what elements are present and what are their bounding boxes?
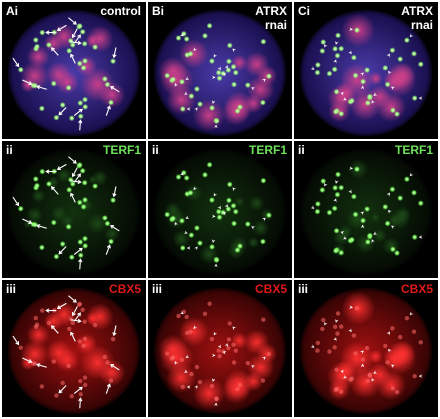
panel-letter: ii bbox=[6, 143, 13, 157]
panel-marker-label: CBX5 bbox=[254, 282, 287, 296]
nucleus-image bbox=[2, 141, 146, 278]
panel-b-terf1: ii TERF1 bbox=[148, 141, 292, 278]
nucleus-image bbox=[148, 2, 292, 139]
panel-marker-label: ATRX bbox=[255, 4, 287, 18]
panel-c-terf1: ii TERF1 bbox=[294, 141, 438, 278]
panel-marker-sublabel: rnai bbox=[410, 18, 433, 32]
nucleus-image bbox=[294, 280, 438, 417]
nucleus-image bbox=[294, 2, 438, 139]
panel-marker-sublabel: rnai bbox=[264, 18, 287, 32]
panel-marker-label: TERF1 bbox=[102, 143, 141, 157]
panel-b-cbx5: iii CBX5 bbox=[148, 280, 292, 417]
nucleus-image bbox=[2, 280, 146, 417]
panel-a-cbx5: iii CBX5 bbox=[2, 280, 146, 417]
panel-marker-label: CBX5 bbox=[400, 282, 433, 296]
panel-b-merge: Bi ATRX rnai bbox=[148, 2, 292, 139]
panel-c-merge: Ci ATRX rnai bbox=[294, 2, 438, 139]
panel-a-merge: Ai control bbox=[2, 2, 146, 139]
panel-letter: ii bbox=[152, 143, 159, 157]
nucleus-image bbox=[148, 280, 292, 417]
panel-marker-label: TERF1 bbox=[394, 143, 433, 157]
nucleus-image bbox=[148, 141, 292, 278]
panel-marker-label: ATRX bbox=[401, 4, 433, 18]
panel-letter: ii bbox=[298, 143, 305, 157]
panel-letter: Ci bbox=[298, 4, 310, 18]
panel-letter: Ai bbox=[6, 4, 18, 18]
panel-letter: iii bbox=[152, 282, 163, 296]
panel-letter: iii bbox=[298, 282, 309, 296]
panel-marker-label: control bbox=[100, 4, 141, 18]
panel-letter: Bi bbox=[152, 4, 164, 18]
panel-a-terf1: ii TERF1 bbox=[2, 141, 146, 278]
panel-c-cbx5: iii CBX5 bbox=[294, 280, 438, 417]
panel-letter: iii bbox=[6, 282, 17, 296]
panel-marker-label: CBX5 bbox=[108, 282, 141, 296]
nucleus-image bbox=[294, 141, 438, 278]
nucleus-image bbox=[2, 2, 146, 139]
panel-marker-label: TERF1 bbox=[248, 143, 287, 157]
